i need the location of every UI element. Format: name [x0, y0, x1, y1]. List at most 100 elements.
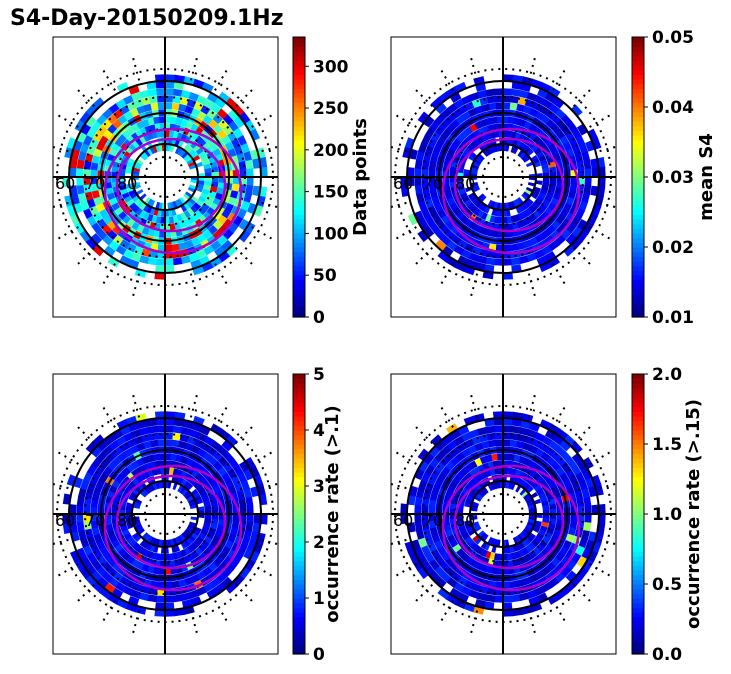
heatmap-cell: [134, 215, 143, 225]
colorbar-step: [293, 537, 305, 543]
heatmap-cell: [181, 151, 189, 159]
heatmap-cell: [217, 108, 229, 120]
heatmap-cell: [249, 465, 261, 478]
heatmap-cell: [132, 518, 141, 524]
heatmap-cell: [526, 252, 537, 263]
heatmap-cell: [528, 460, 537, 470]
heatmap-cell: [95, 539, 106, 550]
heatmap-cell: [118, 509, 126, 514]
heatmap-cell: [536, 195, 545, 204]
heatmap-cell: [555, 588, 569, 600]
colorbar-step: [293, 584, 305, 590]
heatmap-cell: [190, 573, 201, 584]
heatmap-cell: [187, 207, 195, 216]
heatmap-cell: [414, 547, 425, 560]
heatmap-cell: [528, 573, 539, 584]
heatmap-cell: [517, 197, 524, 205]
heatmap-cell: [164, 609, 176, 617]
colorbar-tick-label: 300: [313, 57, 349, 77]
heatmap-cell: [69, 167, 77, 177]
heatmap-cell: [164, 595, 174, 603]
heatmap-cell: [555, 182, 564, 190]
heatmap-cell: [155, 481, 161, 490]
heatmap-cell: [139, 89, 150, 99]
heatmap-cell: [146, 206, 153, 214]
heatmap-cell: [168, 209, 173, 217]
heatmap-cell: [84, 528, 94, 538]
heatmap-cell: [143, 440, 153, 449]
heatmap-cell: [74, 558, 86, 572]
heatmap-cell: [548, 86, 561, 98]
heatmap-cell: [188, 589, 199, 600]
heatmap-cell: [565, 196, 575, 206]
heatmap-cell: [549, 508, 557, 515]
heatmap-cell: [149, 483, 156, 492]
dotted-spoke: [394, 113, 417, 128]
heatmap-cell: [174, 199, 181, 208]
heatmap-cell: [470, 504, 479, 509]
heatmap-cell: [249, 550, 260, 563]
heatmap-cell: [190, 123, 199, 133]
heatmap-cell: [571, 464, 582, 476]
heatmap-cell: [554, 234, 566, 246]
heatmap-cell: [118, 180, 126, 187]
dotted-spoke: [214, 68, 229, 91]
heatmap-cell: [517, 149, 524, 157]
heatmap-cell: [502, 609, 514, 617]
heatmap-cell: [484, 148, 491, 156]
heatmap-cell: [141, 118, 150, 128]
colorbar-step: [293, 130, 305, 136]
heatmap-cell: [83, 134, 93, 146]
heatmap-cell: [195, 186, 203, 193]
heatmap-cell: [86, 215, 97, 227]
heatmap-cell: [524, 189, 532, 196]
dotted-spoke: [589, 450, 612, 465]
heatmap-cell: [582, 456, 594, 470]
oval-inner: [453, 137, 565, 233]
colorbar-step: [632, 411, 644, 417]
heatmap-cell: [575, 135, 586, 146]
heatmap-cell: [554, 524, 563, 532]
heatmap-cell: [194, 135, 204, 144]
heatmap-cell: [509, 102, 518, 111]
heatmap-cell: [539, 525, 548, 533]
heatmap-cell: [440, 445, 452, 457]
heatmap-cell: [516, 557, 524, 566]
heatmap-cell: [429, 457, 440, 469]
heatmap-cell: [524, 495, 532, 502]
colorbar-step: [293, 476, 305, 482]
heatmap-cell: [515, 477, 522, 485]
heatmap-cell: [156, 432, 166, 440]
heatmap-cell: [414, 167, 422, 177]
colorbar-step: [293, 551, 305, 557]
heatmap-cell: [570, 177, 578, 185]
heatmap-cell: [204, 517, 212, 524]
heatmap-cell: [485, 454, 493, 463]
heatmap-cell: [187, 186, 196, 193]
heatmap-cell: [536, 151, 545, 159]
heatmap-cell: [176, 550, 183, 559]
colorbar-step: [293, 312, 305, 318]
colorbar-step: [293, 448, 305, 454]
colorbar-step: [293, 186, 305, 192]
heatmap-cell: [461, 431, 472, 442]
heatmap-cell: [560, 462, 572, 473]
heatmap-cell: [468, 252, 480, 262]
heatmap-cell: [186, 98, 197, 108]
colorbar-step: [293, 565, 305, 571]
heatmap-cell: [507, 201, 513, 210]
heatmap-cell: [474, 105, 484, 115]
heatmap-cell: [167, 539, 172, 547]
heatmap-cell: [418, 142, 428, 154]
dotted-spoke: [251, 113, 274, 128]
heatmap-cell: [429, 445, 441, 458]
heatmap-cell: [539, 203, 548, 212]
heatmap-cell: [430, 131, 441, 142]
heatmap-cell: [165, 74, 176, 82]
heatmap-cell: [131, 205, 140, 214]
heatmap-cell: [165, 81, 175, 89]
heatmap-cell: [454, 81, 467, 93]
heatmap-cell: [210, 240, 222, 251]
heatmap-cell: [485, 594, 495, 603]
heatmap-cell: [157, 439, 166, 447]
